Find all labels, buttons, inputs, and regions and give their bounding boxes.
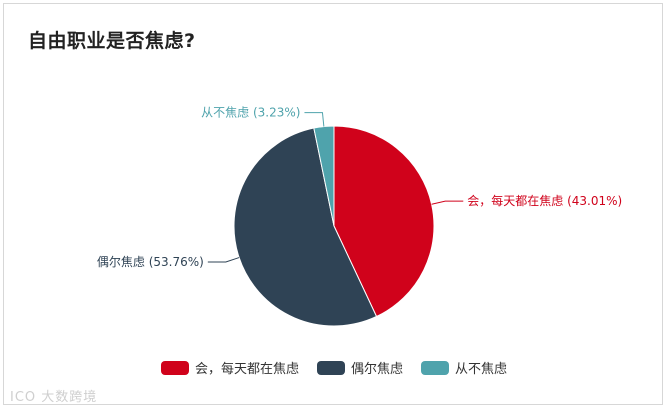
legend-item-occasional-anxiety[interactable]: 偶尔焦虑 xyxy=(316,358,403,377)
leader-daily-anxiety xyxy=(431,200,464,205)
legend-item-daily-anxiety[interactable]: 会，每天都在焦虑 xyxy=(160,358,299,377)
slice-occasional-anxiety[interactable] xyxy=(233,127,378,327)
label-daily-anxiety: 会，每天都在焦虑 (43.01%) xyxy=(467,193,622,208)
slice-daily-anxiety[interactable] xyxy=(333,125,435,318)
chart-title: 自由职业是否焦虑? xyxy=(28,30,196,52)
leader-occasional-anxiety xyxy=(207,257,240,263)
legend-label-daily-anxiety: 会，每天都在焦虑 xyxy=(194,362,299,377)
chart-legend: 会，每天都在焦虑 偶尔焦虑 从不焦虑 xyxy=(0,358,668,377)
legend-swatch-occasional-anxiety xyxy=(316,360,345,375)
leader-never-anxious xyxy=(304,112,325,127)
legend-label-never-anxious: 从不焦虑 xyxy=(455,362,508,377)
legend-label-occasional-anxiety: 偶尔焦虑 xyxy=(350,362,403,377)
label-occasional-anxiety: 偶尔焦虑 (53.76%) xyxy=(97,254,204,269)
label-never-anxious: 从不焦虑 (3.23%) xyxy=(201,106,300,120)
legend-swatch-daily-anxiety xyxy=(160,360,189,375)
watermark-text: ICO 大数跨境 xyxy=(10,390,98,405)
legend-swatch-never-anxious xyxy=(421,360,449,375)
legend-item-never-anxious[interactable]: 从不焦虑 xyxy=(421,358,507,377)
